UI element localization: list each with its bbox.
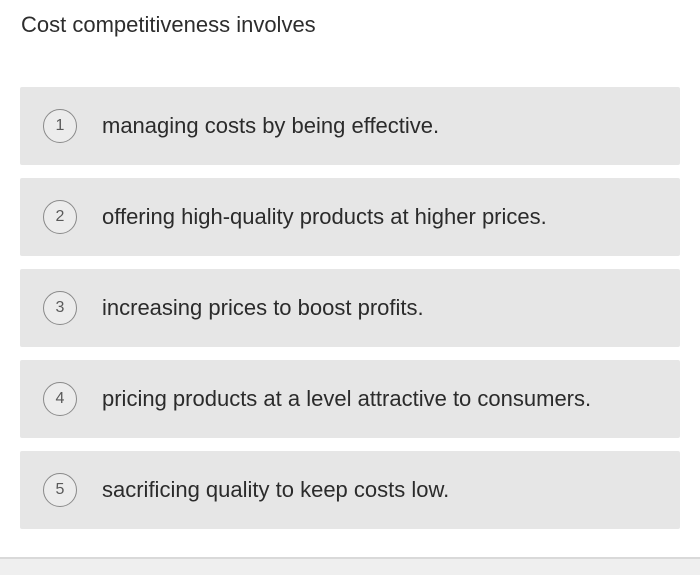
answer-option-4[interactable]: 4 pricing products at a level attractive…	[20, 360, 680, 438]
answer-option-3[interactable]: 3 increasing prices to boost profits.	[20, 269, 680, 347]
answer-option-2[interactable]: 2 offering high-quality products at high…	[20, 178, 680, 256]
option-number-badge: 1	[43, 109, 77, 143]
option-label: managing costs by being effective.	[102, 113, 440, 138]
answer-option-1[interactable]: 1 managing costs by being effective.	[20, 87, 680, 165]
option-number-badge: 3	[43, 291, 77, 325]
option-number-badge: 2	[43, 200, 77, 234]
answer-option-5[interactable]: 5 sacrificing quality to keep costs low.	[20, 451, 680, 529]
option-number-badge: 4	[43, 382, 77, 416]
option-label: increasing prices to boost profits.	[102, 295, 424, 320]
answer-options-list: 1 managing costs by being effective. 2 o…	[20, 87, 680, 542]
option-label: sacrificing quality to keep costs low.	[102, 477, 450, 502]
bottom-divider-bar	[0, 557, 700, 575]
question-text: Cost competitiveness involves	[21, 12, 316, 37]
option-label: pricing products at a level attractive t…	[102, 386, 592, 411]
option-number-badge: 5	[43, 473, 77, 507]
option-label: offering high-quality products at higher…	[102, 204, 547, 229]
